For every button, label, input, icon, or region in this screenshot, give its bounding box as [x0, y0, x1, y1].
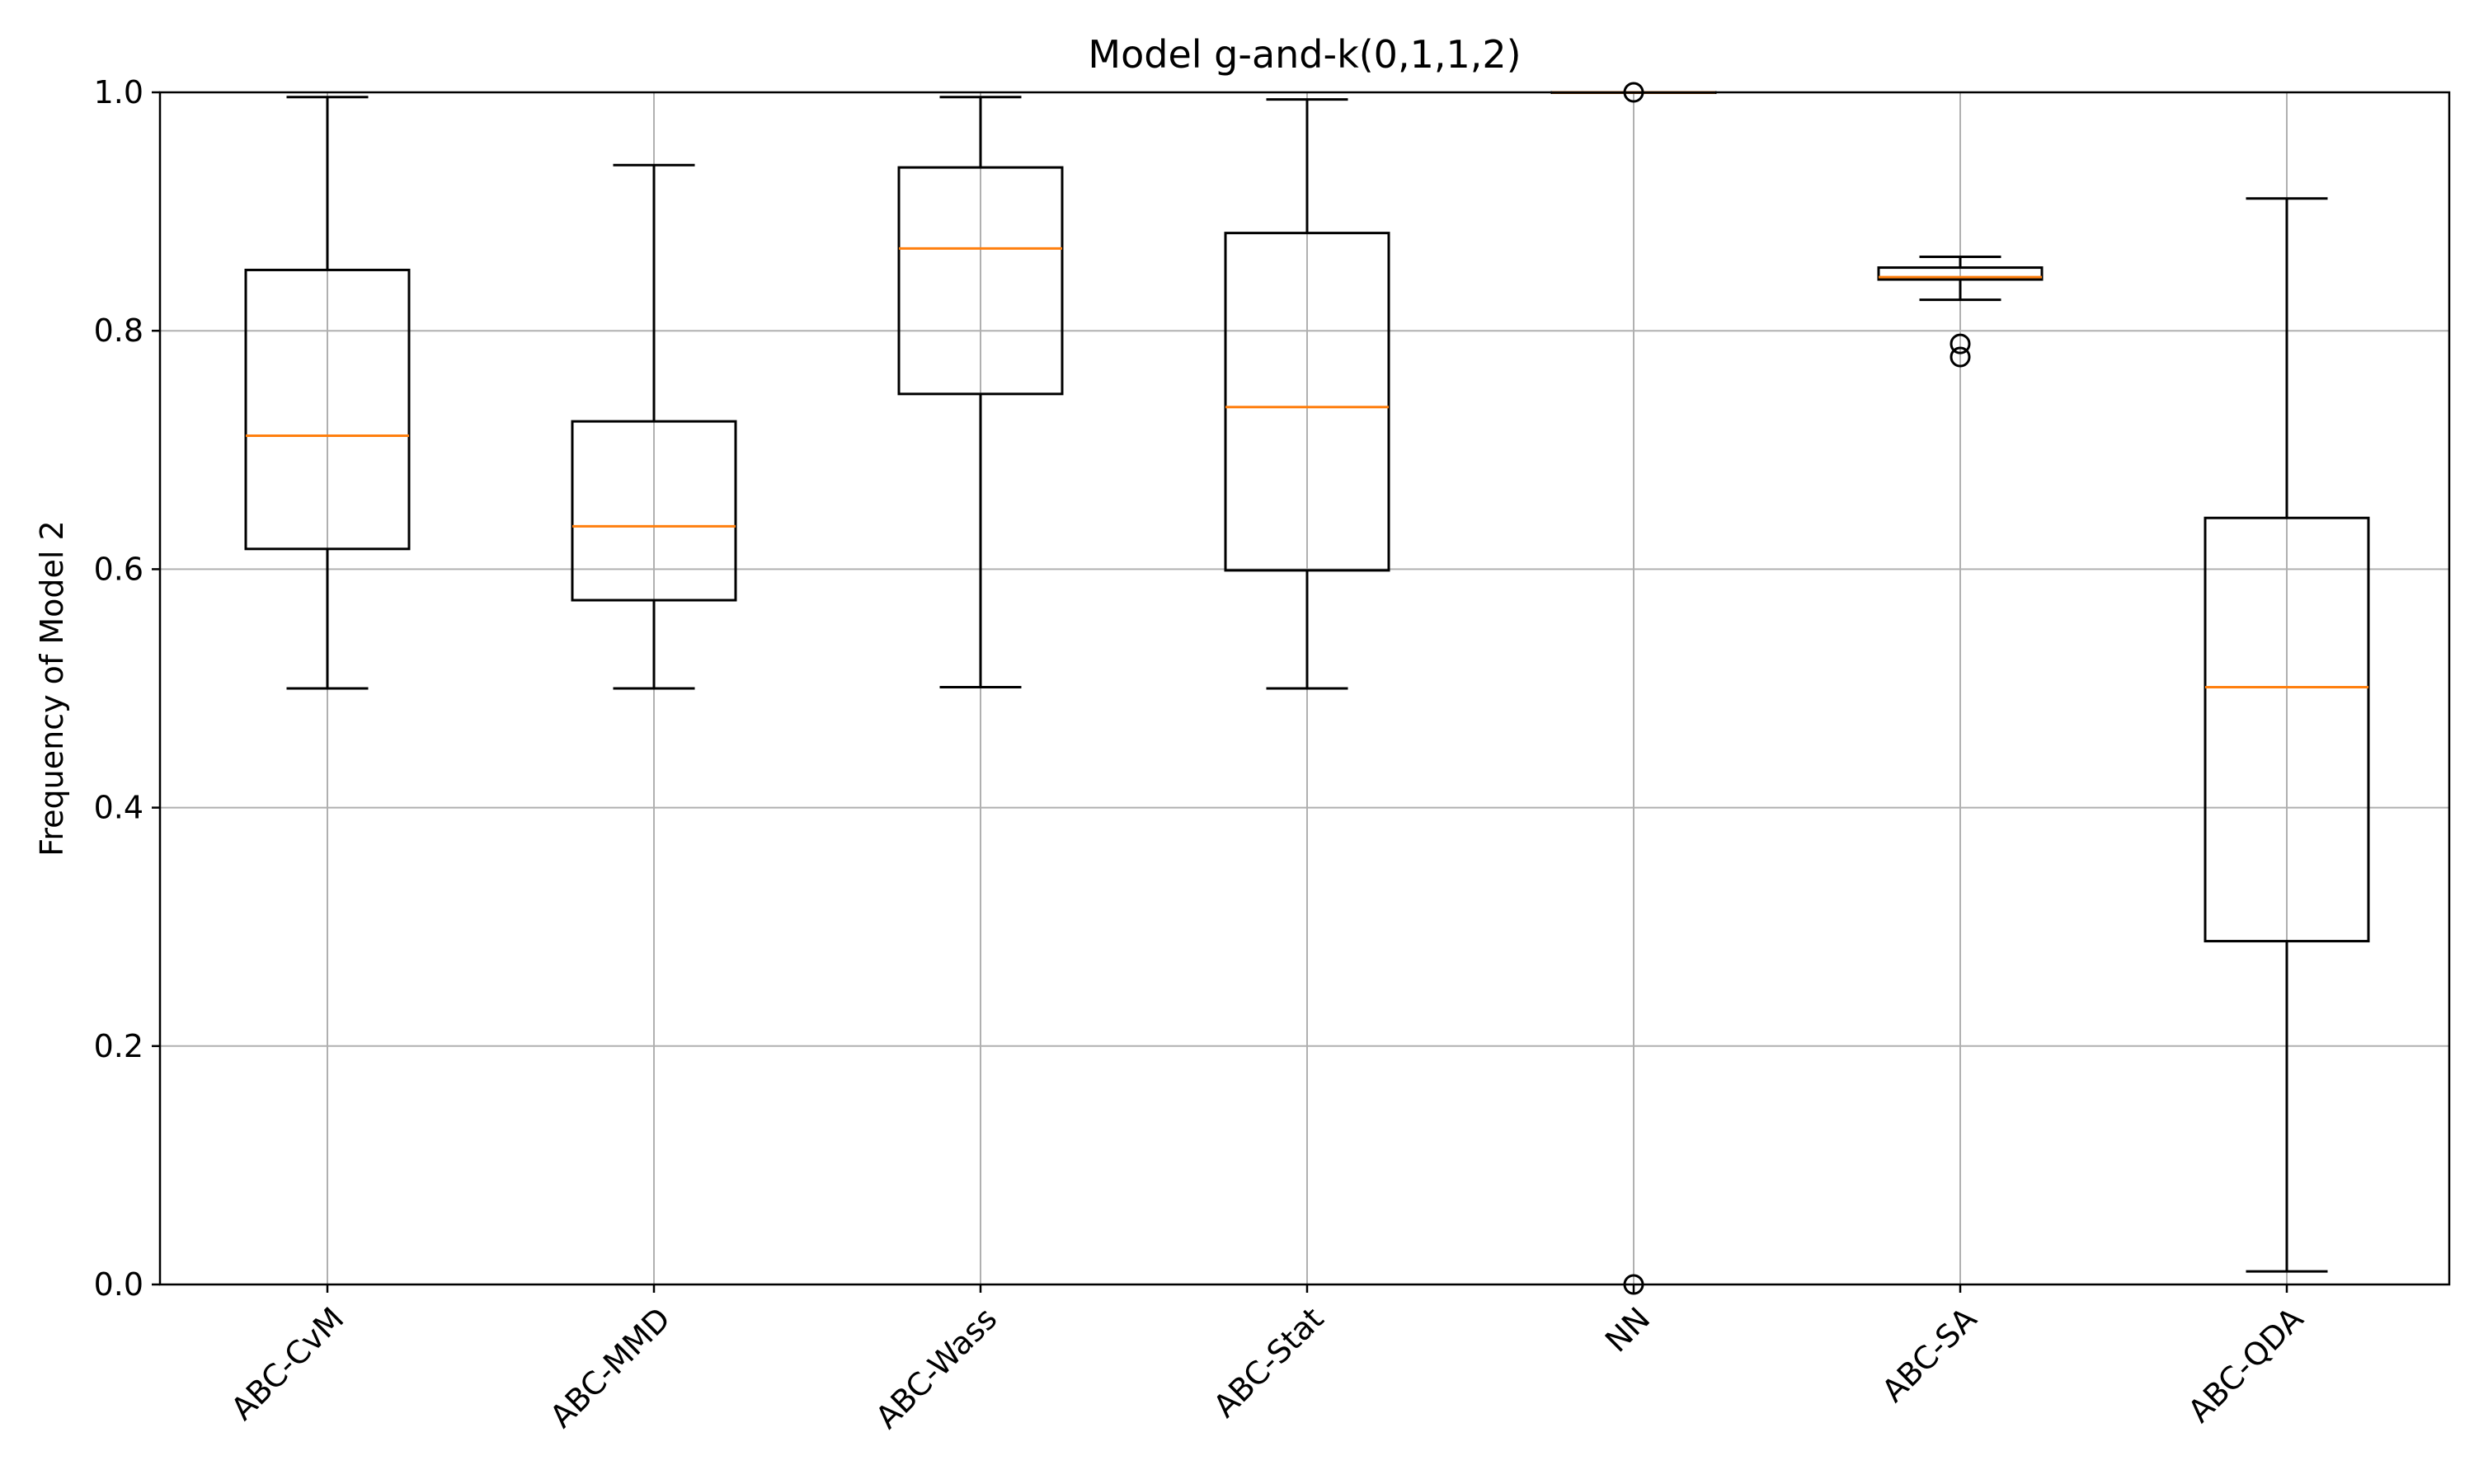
y-axis: 0.0 0.2 0.4 0.6 0.8 1.0: [94, 74, 160, 1303]
boxplot-abc-cvm: [244, 96, 411, 690]
outlier-point: [1950, 346, 1971, 368]
y-tick-label: 0.8: [94, 312, 143, 349]
chart-title: Model g-and-k(0,1,1,2): [1088, 32, 1521, 77]
y-axis-label: Frequency of Model 2: [34, 520, 70, 856]
y-tick-label: 0.6: [94, 551, 143, 587]
boxplot-abc-stat: [1224, 98, 1390, 690]
y-tick-label: 0.4: [94, 790, 143, 826]
boxplot-abc-wass: [897, 96, 1064, 689]
iqr-box: [897, 166, 1064, 396]
iqr-box: [2204, 516, 2370, 943]
boxplot-abc-sa: [1877, 256, 2044, 368]
iqr-box: [244, 268, 411, 551]
y-tick-label: 0.2: [94, 1028, 143, 1064]
y-tick-label: 1.0: [94, 74, 143, 110]
iqr-box: [1224, 232, 1390, 572]
iqr-box: [571, 420, 737, 602]
y-tick-label: 0.0: [94, 1266, 143, 1303]
iqr-box: [1877, 266, 2044, 281]
boxplot-abc-mmd: [571, 163, 737, 690]
boxplot-abc-qda: [2204, 197, 2370, 1273]
outlier-point: [1950, 333, 1971, 355]
plot-frame: [158, 91, 2451, 1286]
